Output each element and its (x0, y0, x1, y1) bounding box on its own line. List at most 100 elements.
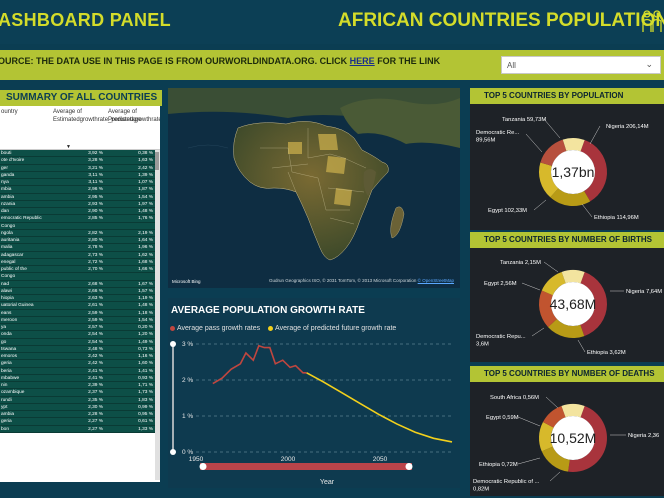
donut-slice[interactable] (580, 140, 607, 202)
table-row[interactable]: public of the 2,70 % 1,66 % (0, 266, 160, 274)
x-slider-handle-right[interactable] (405, 463, 413, 470)
table-row[interactable]: hiopia 2,63 % 1,19 % (0, 295, 160, 303)
table-row[interactable]: go 2,54 % 1,49 % (0, 338, 160, 346)
table-row[interactable]: emoros 2,42 % 1,16 % (0, 353, 160, 361)
column-header-estimated[interactable]: Average of Estimatedgrowthrate_percentag… (53, 109, 142, 123)
table-row[interactable]: mbabwe 2,41 % 0,93 % (0, 374, 160, 382)
table-row[interactable]: rundi 2,35 % 1,83 % (0, 396, 160, 404)
table-row[interactable]: meroon 2,59 % 1,54 % (0, 316, 160, 324)
legend-past[interactable]: Average pass growth rates (177, 325, 261, 332)
donut-slice[interactable] (550, 188, 591, 206)
table-row[interactable]: Congo (0, 222, 160, 230)
source-link[interactable]: HERE (349, 56, 375, 66)
legend-future[interactable]: Average of predicted future growth rate (275, 325, 397, 332)
country-cell: tswana (1, 346, 17, 352)
table-row[interactable]: alawi 2,66 % 1,57 % (0, 287, 160, 295)
card-births-title: TOP 5 COUNTRIES BY NUMBER OF BIRTHS (470, 232, 664, 248)
country-cell: emocratic Republic (1, 216, 42, 222)
donut-slice[interactable] (539, 290, 557, 328)
table-row[interactable]: nin 2,39 % 1,71 % (0, 382, 160, 390)
donut-slice[interactable] (539, 421, 554, 452)
table-row[interactable]: emocratic Republic 2,85 % 1,76 % (0, 215, 160, 223)
predicted-rate-cell: 1,63 % (138, 158, 153, 164)
donut-slice[interactable] (548, 318, 585, 338)
country-slicer[interactable]: All ⌄ (501, 56, 661, 74)
x-tick-label: 2050 (373, 456, 388, 463)
table-row[interactable]: ozambique 2,37 % 1,73 % (0, 389, 160, 397)
table-row[interactable]: eans 2,59 % 1,18 % (0, 309, 160, 317)
predicted-rate-cell: 0,73 % (138, 346, 153, 352)
table-row[interactable]: enegal 2,72 % 1,68 % (0, 258, 160, 266)
donut-slice[interactable] (543, 406, 566, 428)
predicted-rate-cell: 0,61 % (138, 419, 153, 425)
card-deaths: TOP 5 COUNTRIES BY NUMBER OF DEATHS 10,5… (470, 366, 664, 496)
table-row[interactable]: nzania 2,93 % 1,97 % (0, 200, 160, 208)
table-row[interactable]: geria 2,27 % 0,61 % (0, 418, 160, 426)
y-slider-handle-top[interactable] (170, 341, 176, 347)
line-chart-canvas: 0 % 1 % 2 % 3 % 1950 2000 2050 Year (170, 341, 453, 486)
predicted-rate-cell: 1,54 % (138, 194, 153, 200)
table-row[interactable]: geria 2,42 % 1,60 % (0, 360, 160, 368)
donut-slice[interactable] (541, 446, 570, 472)
donut-slice[interactable] (568, 406, 607, 472)
table-row[interactable]: uatorial Guinea 2,61 % 1,48 % (0, 302, 160, 310)
table-row[interactable]: ngola 2,82 % 2,19 % (0, 229, 160, 237)
africa-map[interactable]: Microsoft Bing Gudrun Geographics ISO, ©… (168, 88, 460, 288)
table-row[interactable]: ambia 2,95 % 1,54 % (0, 193, 160, 201)
estimated-rate-cell: 2,48 % (88, 346, 103, 352)
table-row[interactable]: beria 2,41 % 1,41 % (0, 367, 160, 375)
donut-slice[interactable] (562, 138, 585, 152)
table-row[interactable]: dan 2,90 % 1,48 % (0, 208, 160, 216)
donut-slice[interactable] (561, 270, 585, 284)
table-row[interactable]: malia 2,78 % 1,96 % (0, 244, 160, 252)
donut-slice[interactable] (561, 404, 585, 418)
estimated-rate-cell: 2,59 % (88, 310, 103, 316)
column-header-predicted[interactable]: Average of Predictedgrowthrate_percentag… (108, 109, 160, 123)
table-row[interactable]: Congo (0, 273, 160, 281)
table-row[interactable]: auritania 2,80 % 1,64 % (0, 237, 160, 245)
table-row[interactable]: ambia 2,28 % 0,95 % (0, 411, 160, 419)
people-icon (642, 10, 662, 32)
table-row[interactable]: ya 2,57 % 0,20 % (0, 324, 160, 332)
y-slider-handle-bottom[interactable] (170, 449, 176, 455)
estimated-rate-cell: 2,37 % (88, 390, 103, 396)
predicted-rate-cell: 1,64 % (138, 238, 153, 243)
series-future-line[interactable] (306, 372, 453, 443)
predicted-rate-cell: 1,96 % (138, 245, 153, 251)
donut-center-value: 1,37bn (552, 164, 595, 180)
osm-link[interactable]: © OpenStreetMap (417, 278, 454, 283)
country-cell: malia (1, 245, 13, 251)
table-row[interactable]: bouti 3,92 % 0,38 % (0, 150, 160, 158)
estimated-rate-cell: 3,21 % (88, 165, 103, 171)
donut-slice[interactable] (541, 271, 566, 296)
table-row[interactable]: nya 3,11 % 1,07 % (0, 179, 160, 187)
series-past-line[interactable] (212, 344, 307, 385)
x-range-slider[interactable] (200, 463, 412, 470)
table-row[interactable]: bon 2,27 % 1,33 % (0, 425, 160, 433)
table-row[interactable]: onda 2,54 % 1,20 % (0, 331, 160, 339)
estimated-rate-cell: 2,93 % (88, 201, 103, 207)
country-cell: nad (1, 281, 10, 287)
leader-line (549, 471, 561, 482)
donut-slice[interactable] (540, 139, 567, 166)
table-row[interactable]: tswana 2,48 % 0,73 % (0, 345, 160, 353)
table-row[interactable]: ote d'Ivoire 3,28 % 1,63 % (0, 157, 160, 165)
table-scroll-thumb[interactable] (155, 152, 159, 170)
table-row[interactable]: nad 2,68 % 1,67 % (0, 280, 160, 288)
donut-slice-label: Democratic Repu... (476, 334, 526, 340)
donut-slice[interactable] (580, 272, 607, 337)
table-row[interactable]: ypt 2,30 % 0,99 % (0, 403, 160, 411)
column-header-country[interactable]: ountry (1, 109, 18, 115)
country-cell: ambia (1, 412, 15, 417)
estimated-rate-cell: 2,54 % (88, 339, 103, 345)
table-row[interactable]: mbia 2,96 % 1,87 % (0, 186, 160, 194)
donut-slice[interactable] (539, 162, 559, 198)
table-row[interactable]: ganda 3,11 % 1,39 % (0, 171, 160, 179)
bing-logo: Microsoft Bing (172, 279, 201, 284)
x-slider-handle-left[interactable] (199, 463, 207, 470)
country-cell: geria (1, 419, 12, 425)
table-row[interactable]: adagascar 2,73 % 1,62 % (0, 251, 160, 259)
table-row[interactable]: ger 3,21 % 2,42 % (0, 164, 160, 172)
table-scrollbar[interactable] (155, 150, 160, 480)
country-cell: auritania (1, 238, 20, 243)
